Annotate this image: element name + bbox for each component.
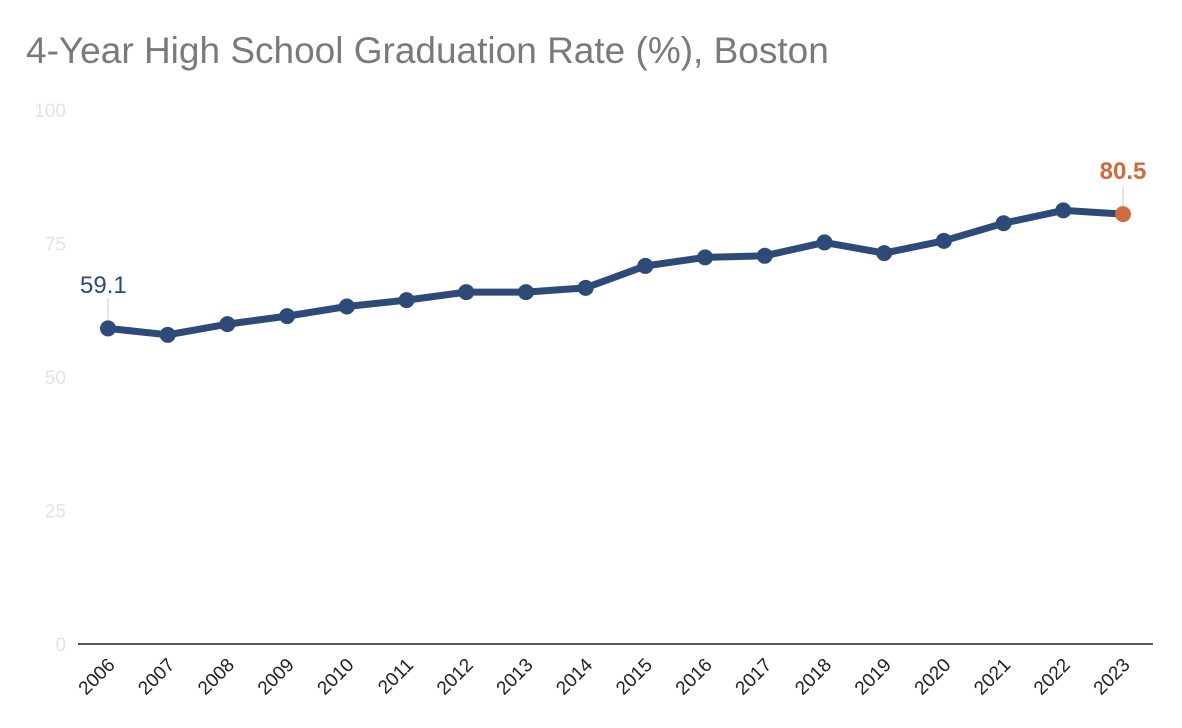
x-tick-label: 2013 xyxy=(493,655,538,700)
x-tick-label: 2017 xyxy=(732,655,777,700)
series-line xyxy=(104,206,1127,339)
y-tick-label: 50 xyxy=(45,368,66,389)
data-point xyxy=(816,234,833,251)
data-point xyxy=(637,257,654,274)
x-tick-label: 2021 xyxy=(970,655,1015,700)
x-tick-label: 2019 xyxy=(851,655,896,700)
data-point xyxy=(876,245,893,262)
x-tick-label: 2014 xyxy=(552,654,597,699)
data-point xyxy=(517,284,534,301)
data-point xyxy=(100,320,116,337)
data-point xyxy=(756,247,773,264)
data-point xyxy=(219,316,236,333)
y-tick-label: 75 xyxy=(45,235,66,256)
data-point-highlight xyxy=(1115,206,1131,223)
data-label-last: 80.5 xyxy=(1100,158,1147,185)
x-tick-label: 2007 xyxy=(134,655,179,700)
data-point xyxy=(159,326,176,343)
data-point xyxy=(697,249,714,266)
data-point xyxy=(279,308,296,325)
x-tick-label: 2018 xyxy=(791,655,836,700)
x-tick-label: 2022 xyxy=(1030,655,1075,700)
data-point xyxy=(338,298,355,315)
y-tick-label: 0 xyxy=(55,635,66,656)
y-tick-label: 25 xyxy=(45,502,66,523)
x-tick-label: 2015 xyxy=(612,655,657,700)
x-tick-label: 2008 xyxy=(194,655,239,700)
data-point xyxy=(935,232,952,249)
x-tick-label: 2020 xyxy=(911,655,956,700)
x-tick-label: 2012 xyxy=(433,655,478,700)
x-tick-label: 2011 xyxy=(374,655,418,699)
data-point xyxy=(458,284,475,301)
x-tick-label: 2023 xyxy=(1090,655,1135,700)
x-tick-label: 2006 xyxy=(75,655,120,700)
y-tick-label: 100 xyxy=(34,101,66,122)
x-tick-label: 2009 xyxy=(254,655,299,700)
x-tick-label: 2010 xyxy=(314,655,359,700)
data-label-first: 59.1 xyxy=(80,272,127,299)
chart-title: 4-Year High School Graduation Rate (%), … xyxy=(26,30,829,71)
data-point xyxy=(398,292,415,309)
x-tick-label: 2016 xyxy=(672,655,717,700)
data-point xyxy=(1055,202,1072,219)
data-point xyxy=(995,215,1012,232)
data-point xyxy=(577,279,594,296)
